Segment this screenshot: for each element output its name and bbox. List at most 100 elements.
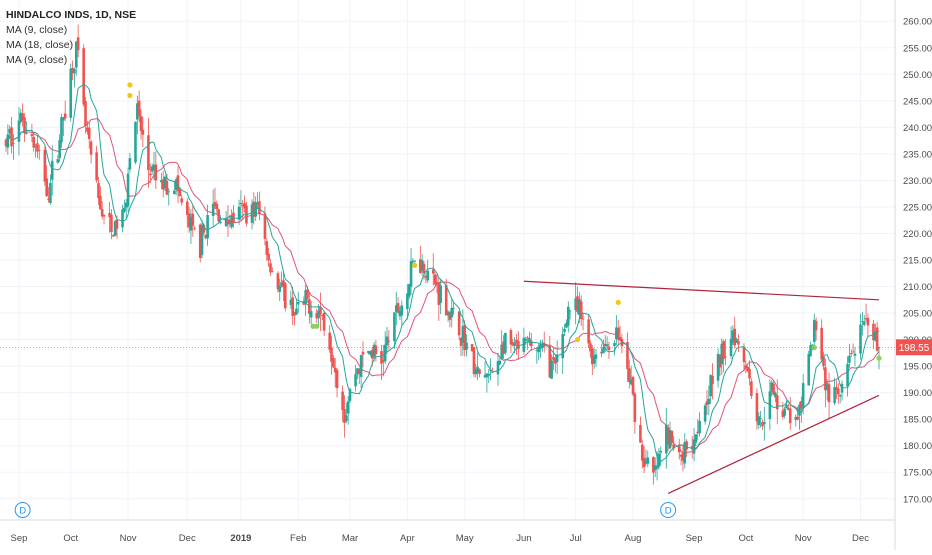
candle-body-145	[380, 351, 383, 364]
candle-body-46	[123, 207, 126, 212]
y-tick-label-17: 255.00	[903, 43, 932, 54]
candle-body-16	[45, 178, 48, 197]
candle-body-118	[308, 299, 311, 314]
x-tick-label-13: Oct	[738, 533, 753, 544]
candle-body-323	[838, 395, 842, 397]
candle-body-207	[539, 343, 542, 349]
candle-body-272	[707, 398, 711, 405]
candle-body-25	[69, 68, 73, 118]
candle-body-259	[672, 444, 675, 449]
candle-body-62	[163, 176, 167, 188]
candle-body-150	[393, 312, 396, 342]
candle-body-328	[851, 351, 855, 353]
candle-body-105	[276, 273, 280, 290]
event-badge-circle-1	[660, 502, 677, 518]
candle-body-77	[202, 224, 206, 233]
event-badge-1[interactable]: D	[660, 502, 677, 518]
y-tick-label-18: 260.00	[903, 17, 932, 28]
candle-body-0	[4, 139, 8, 147]
candle-body-166	[433, 274, 437, 285]
candle-body-292	[759, 418, 762, 419]
candle-body-87	[228, 220, 232, 225]
candle-body-98	[256, 202, 259, 205]
candle-body-64	[167, 191, 171, 193]
candle-body-216	[563, 328, 566, 332]
candle-body-331	[861, 321, 864, 323]
candle-body-66	[174, 179, 178, 190]
candle-body-61	[161, 179, 165, 190]
candle-body-40	[108, 213, 111, 218]
candle-body-222	[578, 298, 581, 315]
candle-body-335	[872, 323, 875, 341]
x-tick-label-15: Dec	[852, 533, 869, 544]
event-badge-0[interactable]: D	[14, 502, 31, 518]
candle-body-159	[413, 260, 417, 262]
candle-body-161	[420, 260, 424, 271]
candle-body-212	[552, 356, 555, 360]
x-tick-label-7: Apr	[400, 533, 415, 544]
y-tick-label-4: 190.00	[903, 388, 932, 399]
candle-body-279	[724, 356, 727, 358]
candle-body-151	[394, 305, 398, 312]
candle-body-250	[652, 457, 655, 473]
candle-body-283	[735, 338, 738, 343]
x-tick-label-1: Oct	[63, 533, 78, 544]
candle-body-129	[335, 369, 339, 389]
candle-body-162	[422, 264, 426, 274]
legend-ma-9-second[interactable]: MA (9, close)	[6, 54, 68, 66]
candle-body-135	[354, 374, 357, 387]
grid	[0, 0, 895, 520]
x-tick-label-6: Mar	[342, 533, 358, 544]
candle-body-111	[291, 297, 294, 316]
candle-body-302	[785, 404, 788, 409]
candle-body-275	[716, 353, 720, 381]
candle-body-231	[602, 347, 605, 354]
y-tick-label-13: 235.00	[903, 149, 932, 160]
candle-body-138	[359, 355, 363, 377]
candle-body-276	[718, 354, 722, 368]
candle-body-177	[461, 326, 465, 343]
candle-body-143	[372, 344, 376, 357]
candle-body-261	[679, 454, 683, 457]
candle-body-76	[200, 224, 204, 255]
candle-body-288	[748, 368, 751, 379]
x-tick-label-10: Jul	[570, 533, 582, 544]
x-tick-label-3: Dec	[179, 533, 196, 544]
candle-body-79	[206, 215, 209, 239]
candle-body-225	[587, 319, 590, 344]
candle-body-23	[62, 117, 65, 121]
candle-body-311	[809, 345, 812, 357]
candles-layer	[4, 24, 881, 485]
candle-body-100	[263, 213, 267, 239]
candle-body-289	[750, 381, 753, 396]
marker-yellow-4	[574, 336, 581, 343]
candle-body-57	[150, 166, 154, 172]
candle-body-254	[659, 450, 663, 453]
candle-body-298	[774, 392, 777, 398]
candle-body-123	[320, 315, 324, 316]
candle-body-332	[862, 321, 866, 325]
marker-yellow-2	[412, 262, 418, 268]
candle-body-223	[579, 301, 583, 320]
candle-body-295	[768, 391, 772, 420]
legend-ma-9[interactable]: MA (9, close)	[6, 24, 68, 36]
candle-body-229	[594, 354, 598, 359]
candle-body-257	[668, 430, 672, 449]
candle-body-47	[124, 202, 128, 208]
candle-body-269	[698, 420, 701, 434]
candle-body-278	[722, 341, 725, 360]
candle-body-124	[322, 312, 326, 331]
candle-body-336	[874, 331, 877, 341]
candle-body-91	[239, 202, 243, 205]
x-tick-label-2: Nov	[120, 533, 137, 544]
candle-body-13	[36, 143, 39, 152]
marker-green-7	[811, 344, 817, 351]
candle-body-287	[746, 366, 749, 372]
candle-body-215	[561, 333, 565, 359]
legend-ma-18[interactable]: MA (18, close)	[6, 39, 74, 51]
candle-body-262	[681, 452, 685, 461]
candle-body-201	[524, 339, 528, 341]
y-tick-label-7: 205.00	[903, 309, 932, 320]
